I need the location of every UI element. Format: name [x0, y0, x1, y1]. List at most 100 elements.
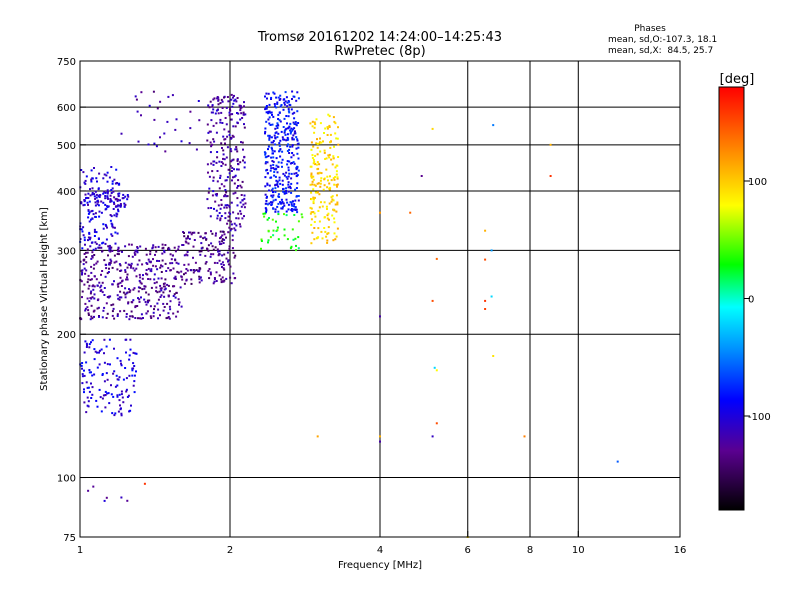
data-point	[183, 273, 185, 276]
data-point	[283, 213, 285, 216]
data-point	[264, 108, 267, 111]
data-point	[142, 317, 144, 319]
data-point	[290, 172, 293, 175]
data-point	[104, 195, 107, 197]
data-point	[208, 130, 211, 133]
data-point	[97, 237, 100, 240]
data-point	[148, 260, 151, 263]
data-point	[281, 179, 284, 182]
data-point	[228, 134, 231, 136]
data-point	[323, 149, 326, 152]
data-point	[223, 128, 226, 131]
data-point	[90, 257, 93, 260]
data-point	[153, 142, 156, 145]
data-point	[138, 273, 141, 276]
data-point	[311, 183, 314, 186]
data-point	[323, 216, 326, 219]
data-point	[137, 317, 139, 320]
data-point	[98, 351, 100, 354]
data-point	[81, 247, 84, 250]
data-point	[148, 104, 151, 107]
data-point	[126, 273, 129, 276]
data-point	[139, 276, 142, 279]
data-point	[274, 208, 277, 211]
x-tick-label: 2	[227, 545, 233, 556]
data-point	[292, 200, 294, 203]
data-point	[271, 196, 274, 199]
data-point	[217, 250, 220, 253]
data-point	[84, 272, 87, 275]
data-point	[112, 307, 115, 310]
data-point	[267, 112, 270, 115]
data-point	[241, 117, 244, 119]
data-point	[331, 163, 334, 166]
data-point	[217, 96, 220, 99]
data-point	[233, 256, 236, 259]
data-point	[214, 112, 217, 115]
data-point	[126, 396, 129, 398]
data-point	[107, 296, 110, 299]
data-point	[119, 203, 122, 205]
data-point	[243, 123, 245, 126]
data-point	[484, 308, 487, 310]
data-point	[95, 231, 98, 234]
data-point	[287, 175, 290, 178]
data-point	[207, 207, 210, 210]
data-point	[277, 161, 280, 164]
data-point	[229, 229, 232, 232]
data-point	[279, 139, 282, 142]
data-point	[236, 112, 238, 114]
data-point	[157, 245, 160, 248]
data-point	[129, 289, 132, 292]
data-point	[232, 176, 234, 179]
data-point	[220, 263, 223, 266]
data-point	[93, 348, 96, 351]
data-point	[273, 150, 276, 153]
data-point	[86, 306, 89, 309]
data-point	[240, 141, 242, 144]
data-point	[183, 232, 185, 234]
data-point	[145, 303, 148, 306]
data-point	[270, 167, 273, 170]
data-point	[287, 138, 290, 141]
data-point	[319, 150, 322, 153]
data-point	[128, 358, 131, 361]
data-point	[223, 238, 226, 241]
data-point	[86, 281, 89, 284]
data-point	[266, 182, 269, 185]
data-point	[84, 251, 87, 254]
data-point	[272, 234, 275, 237]
data-point	[167, 284, 170, 287]
data-point	[226, 251, 229, 254]
data-point	[212, 98, 215, 101]
data-point	[210, 111, 213, 114]
data-point	[217, 204, 220, 207]
data-point	[219, 174, 222, 177]
data-point	[311, 154, 314, 157]
data-point	[297, 236, 300, 239]
data-point	[229, 148, 232, 150]
data-point	[271, 149, 274, 152]
data-point	[91, 187, 94, 190]
data-point	[311, 231, 314, 234]
data-point	[169, 253, 172, 256]
data-point	[291, 162, 293, 164]
data-point	[310, 191, 313, 194]
data-point	[276, 171, 279, 174]
data-point	[83, 239, 86, 242]
data-point	[113, 196, 116, 199]
data-point	[333, 183, 336, 186]
data-point	[316, 172, 319, 175]
y-tick-label: 500	[57, 141, 76, 152]
data-point	[292, 138, 295, 141]
data-point	[270, 203, 273, 206]
data-point	[109, 363, 111, 366]
data-point	[111, 225, 114, 228]
data-point	[220, 203, 223, 206]
data-point	[164, 150, 167, 153]
data-point	[111, 283, 114, 286]
data-point	[226, 222, 229, 225]
data-point	[229, 212, 232, 215]
data-point	[318, 142, 321, 145]
data-point	[208, 277, 211, 280]
